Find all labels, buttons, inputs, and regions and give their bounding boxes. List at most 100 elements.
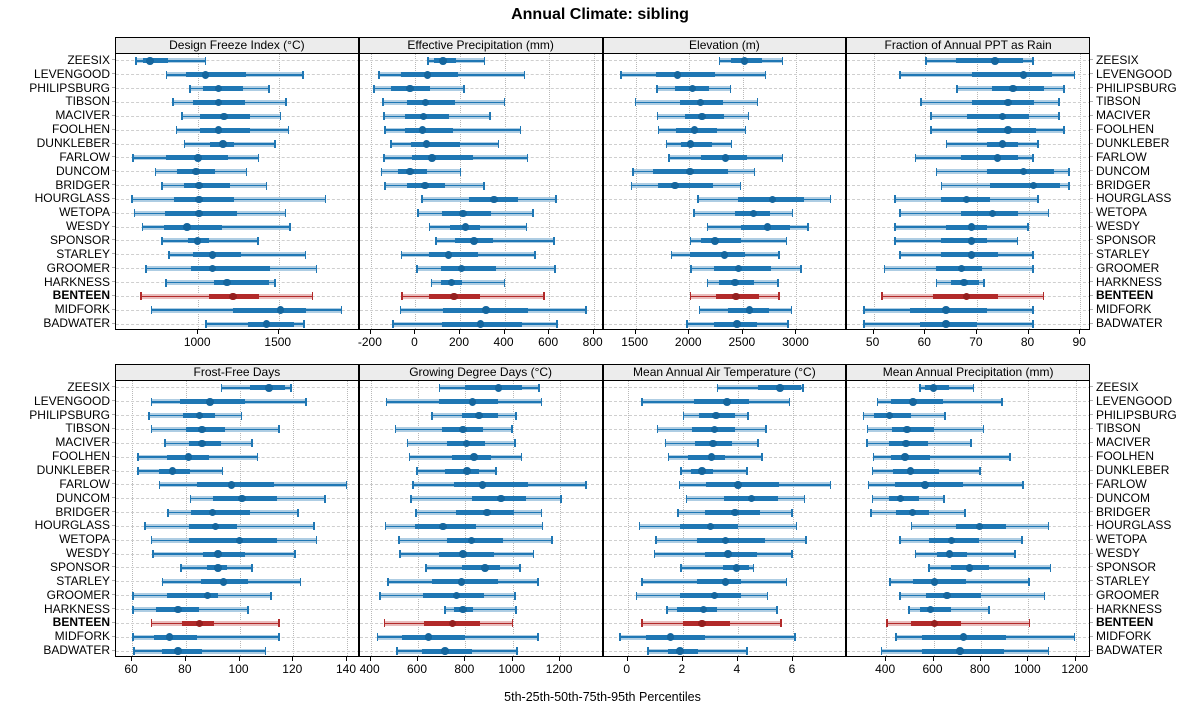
p25-p75-box	[961, 155, 1019, 161]
p5-cap	[666, 605, 668, 614]
row-tick-left	[112, 594, 115, 596]
station-label-right-harkness: HARKNESS	[1096, 274, 1163, 289]
row-tick-right	[1090, 621, 1093, 623]
p95-cap	[495, 467, 497, 476]
axis-tick-label: 140	[335, 662, 357, 676]
p25-p75-box	[188, 537, 278, 543]
median-dot	[439, 57, 447, 65]
p95-cap	[1063, 84, 1065, 93]
p95-cap	[972, 383, 975, 392]
p95-cap	[1027, 223, 1029, 232]
median-dot	[709, 439, 717, 448]
p95-cap	[829, 195, 832, 204]
p5-cap	[150, 619, 153, 628]
v-gridline	[635, 54, 637, 329]
p5-cap	[899, 250, 901, 259]
p95-cap	[730, 140, 733, 149]
p95-cap	[1032, 250, 1034, 259]
axis-tick-label: 2500	[728, 335, 756, 349]
axis-tick	[184, 657, 186, 661]
p5-cap	[383, 619, 386, 628]
p95-cap	[790, 306, 793, 315]
p95-cap	[274, 140, 276, 149]
p95-cap	[463, 84, 465, 93]
median-dot	[901, 453, 909, 461]
station-label-right-maciver: MACIVER	[1096, 108, 1151, 123]
p25-p75-box	[956, 58, 1024, 64]
median-dot	[885, 411, 894, 420]
p5-cap	[416, 467, 418, 476]
p25-p75-box	[428, 252, 478, 258]
station-label-right-hourglass: HOURGLASS	[1096, 518, 1172, 533]
station-label-left-midfork: MIDFORK	[54, 302, 110, 317]
axis-tick-label: 1200	[545, 662, 573, 676]
row-tick-left	[112, 580, 115, 582]
station-label-right-harkness: HARKNESS	[1096, 601, 1163, 616]
p5-cap	[668, 153, 670, 162]
v-gridline	[1075, 381, 1077, 656]
p5-cap	[137, 453, 139, 462]
station-label-left-farlow: FARLOW	[59, 149, 110, 164]
station-label-left-benteen: BENTEEN	[52, 288, 110, 303]
axis-tick-label: 600	[406, 662, 427, 676]
station-label-right-benteen: BENTEEN	[1096, 615, 1154, 630]
median-dot	[193, 237, 202, 245]
row-tick-right	[1090, 538, 1093, 540]
median-dot	[238, 494, 246, 503]
p95-cap	[1032, 56, 1034, 65]
median-dot	[229, 292, 237, 301]
panel-header-frost-free-days: Frost-Free Days	[115, 364, 359, 381]
axis-tick-label: 1200	[1061, 662, 1089, 676]
axis-tick-label: 60	[917, 335, 931, 349]
p95-cap	[257, 236, 259, 245]
median-dot	[671, 181, 679, 190]
p25-p75-box	[453, 482, 529, 488]
p25-p75-box	[445, 468, 480, 474]
p95-cap	[944, 411, 946, 420]
axis-tick	[559, 657, 561, 661]
axis-tick-label: 1000	[498, 662, 526, 676]
row-tick-left	[112, 267, 115, 269]
p5-cap	[401, 292, 403, 301]
p5-cap	[172, 98, 174, 107]
median-dot	[457, 264, 466, 273]
station-label-right-zeesix: ZEESIX	[1096, 52, 1139, 67]
median-dot	[724, 550, 732, 558]
axis-tick-label: 0	[623, 662, 631, 676]
row-gridline	[116, 60, 358, 62]
p95-cap	[540, 508, 543, 517]
p95-cap	[829, 480, 832, 489]
row-tick-right	[1090, 281, 1093, 283]
axis-tick-label: 80	[178, 662, 192, 676]
p25-p75-box	[890, 399, 943, 405]
p5-p95-line	[619, 636, 796, 638]
row-tick-left	[112, 211, 115, 213]
row-tick-right	[1090, 441, 1093, 443]
median-dot	[195, 411, 204, 420]
row-tick-right	[1090, 580, 1093, 582]
v-gridline	[504, 54, 506, 329]
median-dot	[421, 98, 430, 107]
axis-tick	[459, 330, 460, 334]
axis-tick-label: 100	[228, 662, 249, 676]
median-dot	[943, 591, 951, 600]
p95-cap	[278, 633, 280, 642]
p95-cap	[525, 223, 528, 232]
station-label-right-foolhen: FOOLHEN	[1096, 122, 1155, 137]
v-gridline	[593, 54, 595, 329]
p5-cap	[920, 98, 922, 107]
p5-cap	[925, 56, 927, 65]
station-label-left-groomer: GROOMER	[46, 260, 110, 275]
median-dot	[203, 591, 212, 600]
chart-title: Annual Climate: sibling	[511, 6, 689, 23]
median-dot	[686, 167, 694, 176]
row-tick-left	[112, 197, 115, 199]
p5-cap	[416, 264, 418, 273]
axis-tick	[503, 330, 505, 334]
station-label-right-wesdy: WESDY	[1096, 546, 1141, 561]
p95-cap	[791, 209, 794, 218]
median-dot	[1004, 98, 1012, 107]
median-dot	[896, 494, 905, 503]
p95-cap	[747, 112, 750, 121]
v-gridline	[415, 54, 417, 329]
